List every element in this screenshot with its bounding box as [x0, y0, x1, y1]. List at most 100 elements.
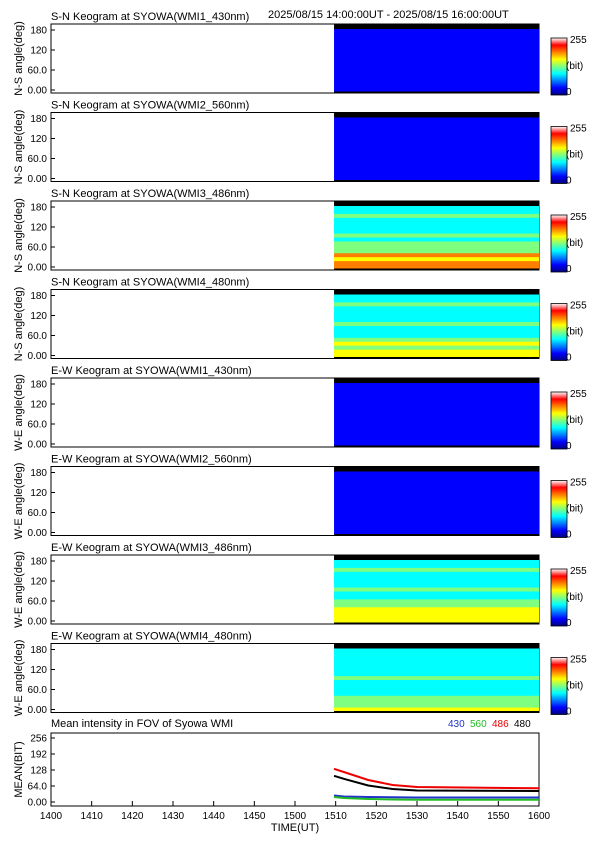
- keogram-row: [334, 44, 539, 50]
- y-axis-label: N-S angle(deg): [13, 110, 25, 185]
- keogram-row: [334, 237, 539, 242]
- keogram-row: [334, 398, 539, 404]
- keogram-row: [334, 406, 539, 412]
- y-tick-label: 256: [30, 734, 47, 745]
- keogram-row: [334, 575, 539, 581]
- keogram-top-band: [334, 290, 539, 295]
- keogram-row: [334, 414, 539, 419]
- keogram-bottom-band: [334, 268, 539, 270]
- keogram-row: [334, 699, 539, 705]
- keogram-row: [334, 526, 539, 532]
- series-line-486: [333, 767, 540, 790]
- colorbar-max-label: 255: [570, 301, 587, 312]
- y-tick-label: 60.0: [28, 685, 48, 696]
- keogram-row: [334, 129, 539, 134]
- keogram-bottom-band: [334, 711, 539, 713]
- keogram-top-band: [334, 644, 539, 649]
- colorbar-unit-label: (bit): [566, 150, 583, 161]
- keogram-row: [334, 156, 539, 162]
- keogram-row: [334, 514, 539, 520]
- keogram-row: [334, 152, 539, 158]
- keogram-row: [334, 76, 539, 81]
- panel-title: E-W Keogram at SYOWA(WMI1_430nm): [51, 365, 252, 377]
- y-tick-label: 120: [30, 665, 47, 676]
- colorbar-unit-label: (bit): [566, 592, 583, 603]
- x-tick-label: 1450: [243, 811, 266, 822]
- keogram-row: [334, 314, 539, 319]
- keogram-row: [334, 52, 539, 58]
- keogram-row: [334, 442, 539, 447]
- keogram-row: [334, 337, 539, 343]
- y-tick-label: 60.0: [28, 331, 48, 342]
- y-tick-label: 0.00: [28, 528, 48, 539]
- keogram-row: [334, 206, 539, 211]
- keogram-row: [334, 294, 539, 299]
- keogram-row: [334, 306, 539, 311]
- keogram-row: [334, 687, 539, 693]
- keogram-row: [334, 56, 539, 61]
- keogram-row: [334, 703, 539, 709]
- keogram-row: [334, 615, 539, 620]
- colorbar: [550, 391, 568, 450]
- keogram-row: [334, 487, 539, 492]
- keogram-top-band: [334, 378, 539, 384]
- keogram-row: [334, 652, 539, 657]
- keogram-row: [334, 88, 539, 93]
- keogram-panel: S-N Keogram at SYOWA(WMI3_486nm) 180 120 60…: [13, 188, 587, 275]
- y-tick-label: 120: [30, 134, 47, 145]
- keogram-row: [334, 430, 539, 435]
- colorbar-unit-label: (bit): [566, 238, 583, 249]
- keogram-row: [334, 149, 539, 154]
- y-axis-label: MEAN(BIT): [13, 741, 25, 797]
- keogram-bottom-band: [334, 534, 539, 536]
- colorbar-max-label: 255: [570, 389, 587, 400]
- keogram-row: [334, 518, 539, 524]
- keogram-row: [334, 386, 539, 392]
- keogram-row: [334, 261, 539, 266]
- keogram-row: [334, 265, 539, 270]
- keogram-row: [334, 506, 539, 512]
- keogram-row: [334, 213, 539, 219]
- y-tick-label: 60.0: [28, 154, 48, 165]
- keogram-row: [334, 233, 539, 238]
- panel-title: S-N Keogram at SYOWA(WMI3_486nm): [51, 188, 249, 200]
- y-tick-label: 64.0: [28, 782, 48, 793]
- keogram-row: [334, 221, 539, 227]
- keogram-row: [334, 603, 539, 608]
- keogram-row: [334, 571, 539, 577]
- keogram-row: [334, 229, 539, 235]
- keogram-row: [334, 707, 539, 712]
- y-tick-label: 60.0: [28, 597, 48, 608]
- keogram-row: [334, 402, 539, 408]
- keogram-row: [334, 349, 539, 355]
- keogram-row: [334, 341, 539, 347]
- keogram-bottom-band: [334, 91, 539, 93]
- keogram-panel: S-N Keogram at SYOWA(WMI1_430nm) 180 120 60…: [13, 11, 587, 98]
- x-tick-label: 1550: [487, 811, 510, 822]
- keogram-row: [334, 172, 539, 178]
- colorbar-unit-label: (bit): [566, 327, 583, 338]
- keogram-row: [334, 121, 539, 126]
- keogram-row: [334, 434, 539, 439]
- colorbar-min-label: 0: [566, 441, 572, 452]
- panel-title: S-N Keogram at SYOWA(WMI1_430nm): [51, 11, 249, 23]
- keogram-row: [334, 117, 539, 122]
- keogram-row: [334, 563, 539, 569]
- keogram-row: [334, 298, 539, 303]
- y-tick-label: 60.0: [28, 243, 48, 254]
- y-tick-label: 0.00: [28, 440, 48, 451]
- y-tick-label: 120: [30, 311, 47, 322]
- colorbar-min-label: 0: [566, 618, 572, 629]
- colorbar: [550, 657, 568, 715]
- keogram-row: [334, 80, 539, 85]
- keogram-row: [334, 48, 539, 54]
- keogram-row: [334, 503, 539, 508]
- chart-frame: [50, 732, 540, 807]
- keogram-row: [334, 660, 539, 665]
- y-tick-label: 180: [30, 645, 47, 656]
- y-tick-label: 0.00: [28, 617, 48, 628]
- keogram-row: [334, 318, 539, 323]
- y-tick-label: 120: [30, 46, 47, 57]
- y-tick-label: 0.00: [28, 705, 48, 716]
